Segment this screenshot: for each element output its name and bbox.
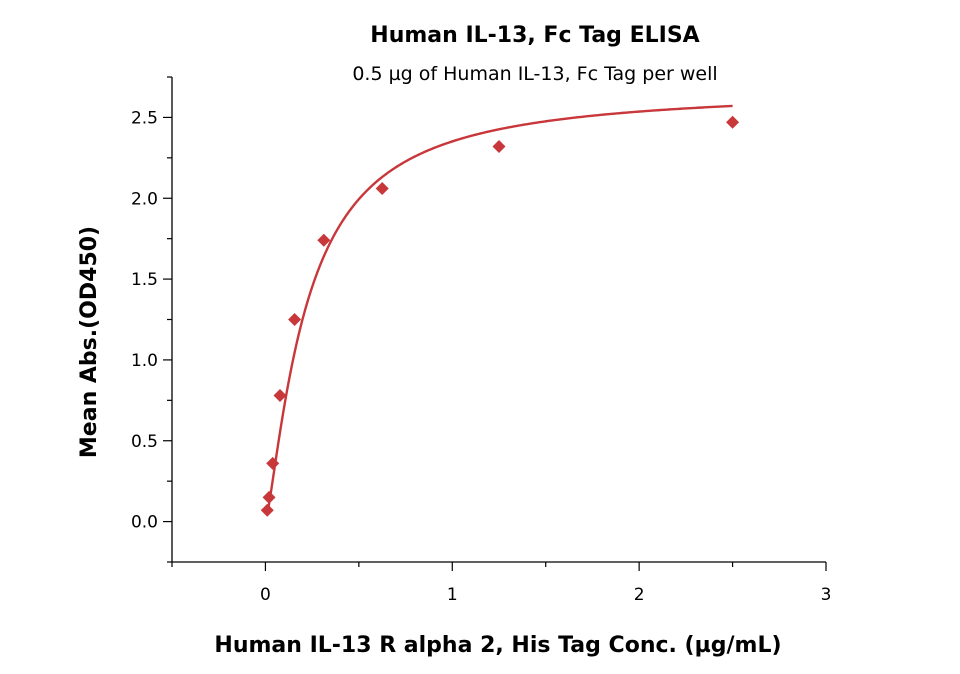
data-point [492, 140, 506, 154]
chart-subtitle: 0.5 µg of Human IL-13, Fc Tag per well [352, 63, 717, 85]
data-points-layer [260, 115, 740, 517]
y-tick-label: 1.5 [131, 270, 158, 290]
x-axis-label: Human IL-13 R alpha 2, His Tag Conc. (µg… [214, 633, 781, 658]
x-tick-label: 3 [821, 585, 832, 605]
x-tick-label: 1 [447, 585, 458, 605]
y-tick-label: 0.0 [131, 513, 158, 533]
axes: 0 1 2 3 0.0 0.5 1.0 1.5 2.0 2.5 [131, 76, 832, 605]
y-tick-label: 2.0 [131, 189, 158, 209]
y-tick-label: 2.5 [131, 108, 158, 128]
data-point [262, 490, 276, 504]
fit-curve [266, 104, 733, 515]
data-point [260, 503, 274, 517]
x-tick-label: 0 [260, 585, 271, 605]
data-point [375, 182, 389, 196]
data-point [273, 388, 287, 402]
data-point [317, 233, 331, 247]
x-tick-label: 2 [634, 585, 645, 605]
data-point [726, 115, 740, 129]
chart-title: Human IL-13, Fc Tag ELISA [370, 23, 699, 48]
y-tick-label: 1.0 [131, 351, 158, 371]
data-point [266, 456, 280, 470]
y-axis-label: Mean Abs.(OD450) [77, 226, 102, 458]
data-point [288, 313, 302, 326]
fit-curve-layer [266, 104, 733, 515]
y-tick-label: 0.5 [131, 432, 158, 452]
